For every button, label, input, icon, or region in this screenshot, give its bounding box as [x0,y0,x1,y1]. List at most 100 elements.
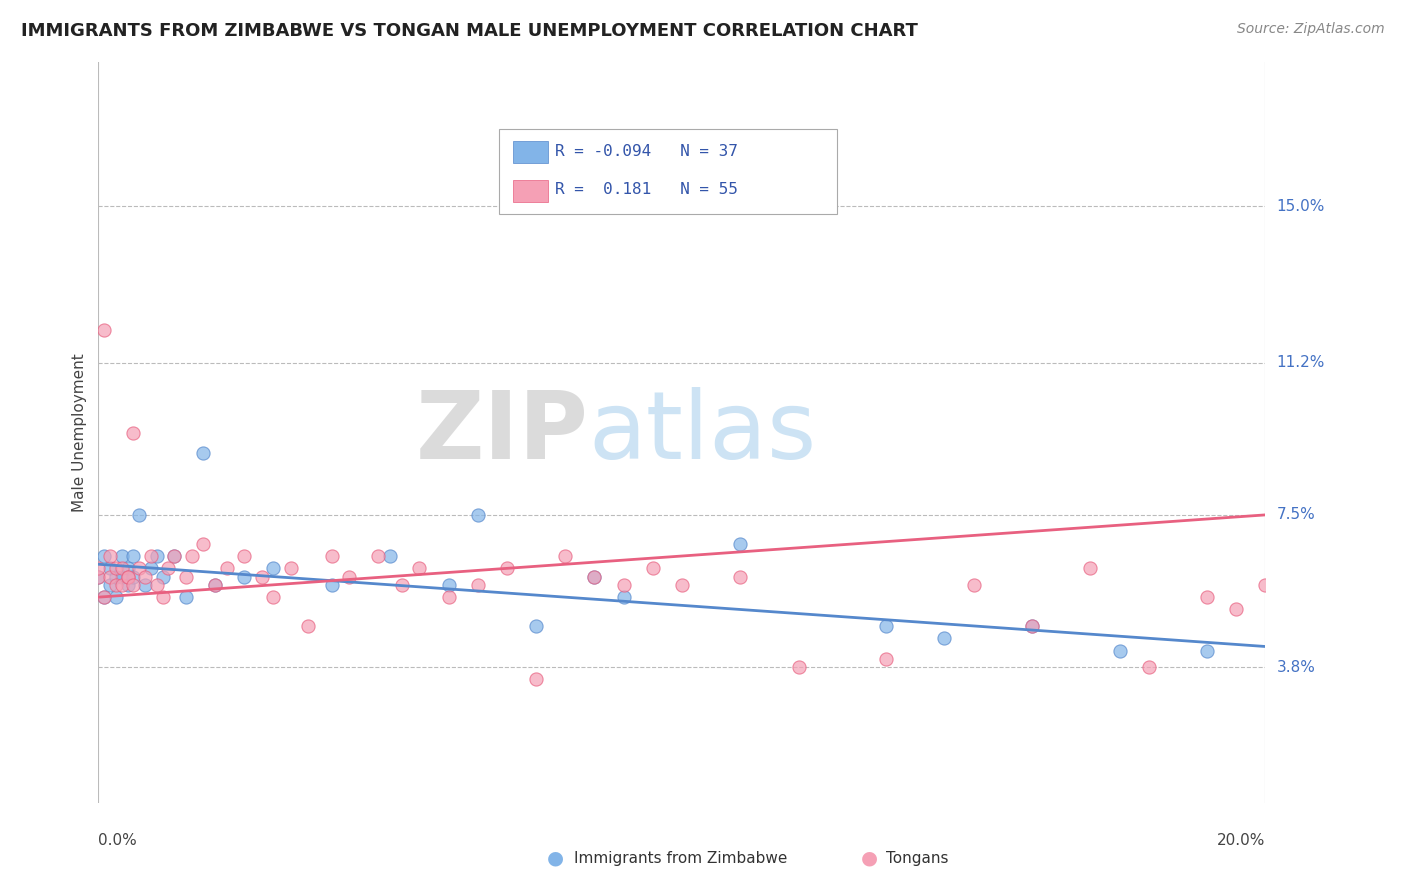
Point [163,549,186,563]
Point [641,561,664,575]
Point [98,569,121,583]
Y-axis label: Male Unemployment: Male Unemployment [72,353,87,512]
Point [204,578,226,592]
Point [117,561,139,575]
Point [93,323,115,337]
Point [193,446,215,460]
Point [554,549,576,563]
Text: ●: ● [547,848,564,868]
Point [233,569,256,583]
Text: ●: ● [860,848,877,868]
Point [152,569,174,583]
Point [117,569,139,583]
Point [122,549,145,563]
Point [612,590,634,604]
Point [87,569,110,583]
Point [152,590,174,604]
Point [337,569,360,583]
Point [1021,619,1043,633]
Point [280,561,302,575]
Point [1080,561,1102,575]
Point [122,425,145,440]
Point [193,537,215,551]
Text: ZIP: ZIP [416,386,589,479]
Point [467,508,489,522]
Text: 15.0%: 15.0% [1277,199,1324,214]
Point [104,590,127,604]
Point [157,561,180,575]
Point [233,549,256,563]
Point [87,561,110,575]
Point [215,561,238,575]
Text: 7.5%: 7.5% [1277,508,1315,523]
Text: R = -0.094   N = 37: R = -0.094 N = 37 [555,145,738,159]
Point [111,578,134,592]
Point [524,673,547,687]
Point [321,578,343,592]
Point [104,578,127,592]
Point [524,619,547,633]
Point [1021,619,1043,633]
Point [1195,643,1218,657]
Point [128,508,150,522]
Point [122,578,145,592]
Point [98,578,121,592]
Point [875,652,897,666]
Text: Tongans: Tongans [886,851,948,865]
Point [391,578,413,592]
Point [1108,643,1130,657]
Point [583,569,606,583]
Point [671,578,693,592]
Text: Immigrants from Zimbabwe: Immigrants from Zimbabwe [574,851,787,865]
Point [204,578,226,592]
Point [98,549,121,563]
Point [612,578,634,592]
Point [146,578,169,592]
Point [111,561,134,575]
Point [437,578,460,592]
Point [139,561,162,575]
Point [174,590,197,604]
Point [128,561,150,575]
Point [875,619,897,633]
Point [1225,602,1247,616]
Point [730,537,752,551]
Point [134,578,156,592]
Point [1137,660,1160,674]
Point [111,569,134,583]
Point [93,590,115,604]
Point [104,561,127,575]
Point [117,578,139,592]
Point [730,569,752,583]
Point [787,660,810,674]
Point [93,590,115,604]
Text: 20.0%: 20.0% [1218,833,1265,848]
Point [496,561,519,575]
Point [134,569,156,583]
Point [87,569,110,583]
Text: 11.2%: 11.2% [1277,355,1324,370]
Point [93,549,115,563]
Point [174,569,197,583]
Point [1195,590,1218,604]
Point [437,590,460,604]
Point [962,578,984,592]
Point [321,549,343,563]
Text: R =  0.181   N = 55: R = 0.181 N = 55 [555,183,738,197]
Point [408,561,430,575]
Point [262,561,284,575]
Text: atlas: atlas [589,386,817,479]
Point [122,569,145,583]
Point [180,549,202,563]
Point [250,569,273,583]
Text: 3.8%: 3.8% [1277,659,1316,674]
Point [367,549,389,563]
Point [104,569,127,583]
Text: IMMIGRANTS FROM ZIMBABWE VS TONGAN MALE UNEMPLOYMENT CORRELATION CHART: IMMIGRANTS FROM ZIMBABWE VS TONGAN MALE … [21,22,918,40]
Point [934,632,956,646]
Text: Source: ZipAtlas.com: Source: ZipAtlas.com [1237,22,1385,37]
Point [139,549,162,563]
Point [297,619,319,633]
Point [1254,578,1277,592]
Point [98,561,121,575]
